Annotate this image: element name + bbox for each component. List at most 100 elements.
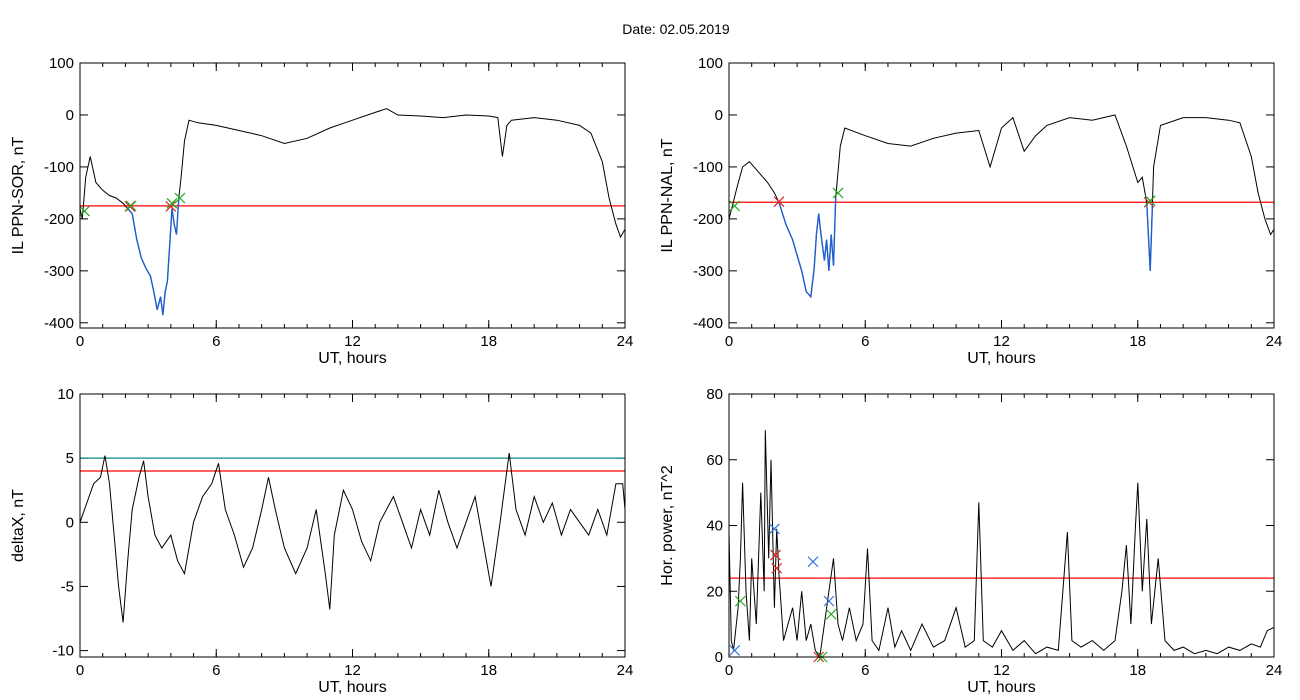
y-tick-label: -300 — [44, 263, 74, 280]
cross-marker — [823, 595, 835, 607]
x-tick-label: 12 — [993, 662, 1010, 679]
cross-marker — [729, 200, 741, 212]
x-tick-label: 0 — [76, 333, 84, 350]
cross-stroke — [729, 645, 741, 656]
y-tick-label: 0 — [66, 514, 74, 531]
cross-marker — [770, 549, 781, 561]
y-tick-label: 60 — [706, 452, 723, 469]
y-tick-label: -400 — [693, 315, 723, 332]
cross-stroke — [825, 608, 837, 620]
cross-marker — [734, 595, 746, 607]
cross-marker — [773, 196, 785, 208]
trace-series-line — [729, 114, 1274, 298]
trace-series-line — [80, 452, 625, 623]
x-tick-label: 0 — [725, 333, 733, 350]
cross-stroke — [729, 200, 741, 212]
panel-3: 0 6 12 18 24 10 5 0 -5 -10 UT, hours deltaX, nT — [10, 386, 633, 696]
y-tick-label: -300 — [693, 263, 723, 280]
cross-stroke — [166, 197, 178, 209]
x-axis-label: UT, hours — [967, 679, 1035, 696]
x-tick-label: 18 — [1129, 662, 1146, 679]
y-tick-label: -400 — [44, 315, 74, 332]
cross-marker — [125, 200, 137, 212]
x-tick-label: 18 — [480, 333, 497, 350]
x-axis-label: UT, hours — [318, 350, 386, 367]
y-tick-label: 40 — [706, 518, 723, 535]
cross-marker — [1144, 195, 1156, 207]
y-tick-label: 100 — [49, 55, 74, 72]
highlight-series-line — [1146, 203, 1154, 271]
cross-stroke — [165, 200, 177, 212]
cross-marker — [832, 187, 844, 199]
cross-marker — [729, 645, 741, 656]
x-tick-label: 6 — [212, 333, 220, 350]
y-axis-label: IL PPN-NAL, nT — [659, 138, 676, 252]
x-tick-label: 24 — [1266, 662, 1283, 679]
x-tick-label: 0 — [725, 662, 733, 679]
x-tick-label: 18 — [1129, 333, 1146, 350]
y-tick-label: -5 — [61, 578, 74, 595]
x-axis-label: UT, hours — [318, 679, 386, 696]
y-tick-label: 100 — [698, 55, 723, 72]
x-tick-label: 24 — [1266, 333, 1283, 350]
cross-stroke — [773, 196, 785, 208]
cross-marker — [807, 556, 819, 568]
cross-stroke — [1144, 195, 1156, 207]
y-tick-label: 20 — [706, 583, 723, 600]
cross-stroke — [125, 200, 137, 212]
panel-2: 0 6 12 18 24 100 0 -100 -200 -300 -400 UT, hours IL … — [659, 55, 1282, 367]
trace-series-line — [729, 430, 1274, 657]
y-axis-label: Hor. power, nT^2 — [659, 465, 676, 586]
y-axis-label: deltaX, nT — [10, 489, 27, 562]
y-tick-label: 0 — [715, 649, 723, 666]
cross-marker — [174, 192, 186, 204]
y-tick-label: -10 — [52, 643, 74, 660]
x-tick-label: 6 — [861, 662, 869, 679]
x-tick-label: 12 — [993, 333, 1010, 350]
cross-marker — [768, 523, 780, 535]
x-tick-label: 12 — [344, 333, 361, 350]
y-tick-label: -200 — [44, 211, 74, 228]
cross-stroke — [79, 205, 90, 217]
x-tick-label: 6 — [212, 662, 220, 679]
cross-stroke — [768, 523, 780, 535]
y-tick-label: -200 — [693, 211, 723, 228]
cross-marker — [825, 608, 837, 620]
cross-marker — [165, 200, 177, 212]
cross-stroke — [174, 192, 186, 204]
plot-frame — [79, 62, 626, 329]
y-tick-label: 0 — [66, 107, 74, 124]
y-tick-label: -100 — [693, 159, 723, 176]
cross-marker — [79, 205, 90, 217]
highlight-series-line — [778, 198, 837, 299]
highlight-series-line — [127, 198, 180, 316]
plot-frame — [728, 62, 1275, 329]
figure-title: Date: 02.05.2019 — [622, 21, 730, 37]
cross-stroke — [807, 556, 819, 568]
cross-marker — [771, 562, 783, 574]
x-tick-label: 6 — [861, 333, 869, 350]
y-tick-label: -100 — [44, 159, 74, 176]
cross-stroke — [734, 595, 746, 607]
x-tick-label: 12 — [344, 662, 361, 679]
x-tick-label: 18 — [480, 662, 497, 679]
panel-4: 0 6 12 18 24 80 60 40 20 0 UT, hours Hor. power, nT… — [659, 386, 1282, 696]
y-axis-label: IL PPN-SOR, nT — [10, 136, 27, 254]
cross-stroke — [771, 562, 783, 574]
panel-1: 0 6 12 18 24 100 0 -100 -200 -300 -400 UT, hours IL … — [10, 55, 633, 367]
trace-series-line — [80, 108, 625, 316]
cross-stroke — [832, 187, 844, 199]
cross-marker — [166, 197, 178, 209]
plot-frame — [79, 393, 626, 658]
cross-stroke — [823, 595, 835, 607]
x-tick-label: 24 — [617, 662, 634, 679]
plot-frame — [728, 393, 1275, 658]
x-tick-label: 0 — [76, 662, 84, 679]
y-tick-label: 10 — [57, 386, 74, 403]
y-tick-label: 80 — [706, 386, 723, 403]
cross-stroke — [770, 549, 781, 561]
x-axis-label: UT, hours — [967, 350, 1035, 367]
y-tick-label: 0 — [715, 107, 723, 124]
x-tick-label: 24 — [617, 333, 634, 350]
